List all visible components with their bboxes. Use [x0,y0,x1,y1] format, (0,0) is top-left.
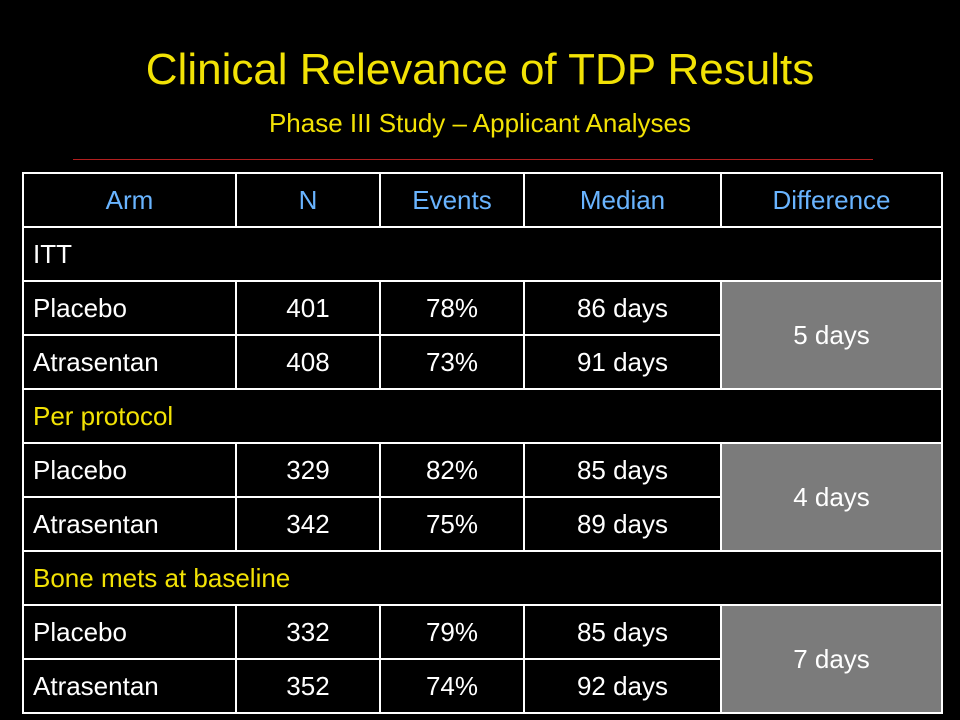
median-cell: 91 days [523,334,722,390]
header-median: Median [523,172,722,228]
slide-subtitle: Phase III Study – Applicant Analyses [268,108,692,138]
section-row-per-protocol: Per protocol [22,388,943,444]
table-row: Placebo 332 79% 85 days 7 days [22,604,943,714]
header-arm: Arm [22,172,237,228]
table-row: Atrasentan 342 75% 89 days [22,496,942,552]
table-row: Atrasentan 408 73% 91 days [22,334,942,390]
events-cell: 74% [379,658,525,714]
events-cell: 75% [379,496,525,552]
table-row: Atrasentan 352 74% 92 days [22,658,942,714]
section-row-itt: ITT [22,226,943,282]
events-cell: 78% [379,280,525,336]
n-cell: 401 [235,280,381,336]
events-cell: 73% [379,334,525,390]
median-cell: 92 days [523,658,722,714]
n-cell: 408 [235,334,381,390]
section-row-bone-mets: Bone mets at baseline [22,550,943,606]
results-table: Arm N Events Median Difference ITT Place… [22,172,943,714]
median-cell: 86 days [523,280,722,336]
arm-cell: Placebo [22,604,237,660]
table-row: Placebo 329 82% 85 days 4 days [22,442,943,552]
table-row: Placebo 401 78% 86 days 5 days [22,280,943,390]
n-cell: 329 [235,442,381,498]
header-events: Events [379,172,525,228]
median-cell: 85 days [523,442,722,498]
difference-cell: 7 days [720,604,943,714]
slide-title: Clinical Relevance of TDP Results [145,45,815,94]
section-label: ITT [22,226,943,282]
section-label: Per protocol [22,388,943,444]
arm-cell: Placebo [22,442,237,498]
median-cell: 85 days [523,604,722,660]
n-cell: 332 [235,604,381,660]
n-cell: 352 [235,658,381,714]
arm-cell: Placebo [22,280,237,336]
events-cell: 82% [379,442,525,498]
median-cell: 89 days [523,496,722,552]
difference-cell: 4 days [720,442,943,552]
title-divider [73,159,873,160]
section-label: Bone mets at baseline [22,550,943,606]
n-cell: 342 [235,496,381,552]
header-row: Arm N Events Median Difference [22,172,943,228]
header-n: N [235,172,381,228]
arm-cell: Atrasentan [22,658,237,714]
header-difference: Difference [720,172,943,228]
difference-cell: 5 days [720,280,943,390]
arm-cell: Atrasentan [22,496,237,552]
arm-cell: Atrasentan [22,334,237,390]
events-cell: 79% [379,604,525,660]
